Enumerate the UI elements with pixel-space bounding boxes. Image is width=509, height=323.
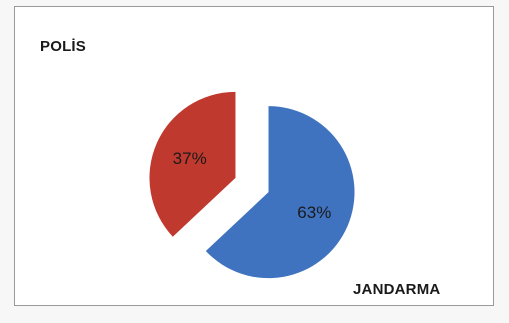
pie-slice-poli-s xyxy=(149,91,236,237)
data-label-poli-s: 37% xyxy=(173,149,207,168)
pie-slice-jandarma xyxy=(205,106,355,279)
data-label-jandarma: 63% xyxy=(297,203,331,222)
category-label-jandarma: JANDARMA xyxy=(353,281,441,298)
category-label-polis: POLİS xyxy=(40,38,87,55)
